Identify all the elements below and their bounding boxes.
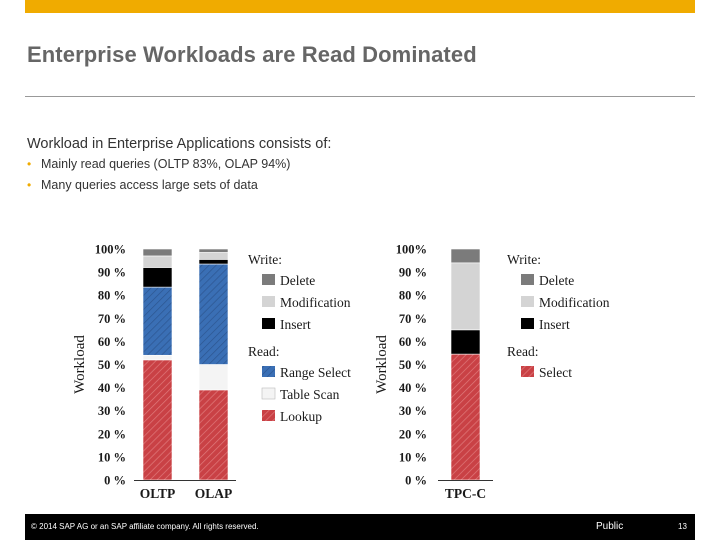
legend-label: Lookup [280,409,322,424]
bar-segment-lookup [198,389,229,481]
y-tick-label: 100% [396,243,427,257]
x-category-label: TPC-C [445,486,486,501]
bullet-item: • Mainly read queries (OLTP 83%, OLAP 94%… [27,155,290,176]
page-number: 13 [678,522,687,531]
legend-heading: Read: [507,344,539,359]
legend-label: Delete [280,273,315,288]
bar-segment-modification [142,255,173,268]
y-tick-label: 0 % [405,474,427,488]
y-tick-label: 100% [95,243,126,257]
y-tick-label: 10 % [98,450,126,464]
y-tick-label: 50 % [98,358,126,372]
bar-segment-modification [450,262,481,331]
bar-segment-range-select [198,263,229,365]
y-tick-label: 20 % [98,427,126,441]
bar-segment-range-select [142,286,173,356]
bullet-text: Many queries access large sets of data [41,178,258,192]
y-tick-label: 30 % [98,404,126,418]
bar-segment-lookup [142,359,173,481]
title-divider [25,96,695,97]
legend-swatch-lookup [262,410,275,421]
legend-heading: Write: [248,252,282,267]
y-tick-label: 90 % [98,266,126,280]
bar-segment-insert [198,259,229,265]
y-tick-label: 60 % [98,335,126,349]
legend-label: Modification [539,295,610,310]
y-tick-label: 40 % [98,381,126,395]
legend-label: Insert [280,317,311,332]
classification-label: Public [596,521,624,532]
y-axis-label: Workload [72,335,88,394]
bar-segment-delete [198,248,229,253]
legend-heading: Write: [507,252,541,267]
legend-swatch-modification [262,296,275,307]
legend-label: Modification [280,295,351,310]
legend-label: Select [539,365,572,380]
y-tick-label: 30 % [399,404,427,418]
y-tick-label: 10 % [399,450,427,464]
brand-bar [25,0,695,13]
bullet-list: • Mainly read queries (OLTP 83%, OLAP 94%… [27,155,290,197]
y-tick-label: 80 % [399,289,427,303]
copyright-text: © 2014 SAP AG or an SAP affiliate compan… [31,522,259,531]
bullet-text: Mainly read queries (OLTP 83%, OLAP 94%) [41,157,291,171]
bar-segment-insert [450,329,481,355]
legend-swatch-select [521,366,534,377]
bullet-item: • Many queries access large sets of data [27,176,290,197]
y-tick-label: 0 % [104,474,126,488]
legend-label: Delete [539,273,574,288]
bar-segment-delete [450,248,481,264]
y-tick-label: 40 % [399,381,427,395]
bar-segment-delete [142,248,173,257]
y-axis-label: Workload [374,335,390,394]
bullet-icon: • [27,157,32,171]
footer-bar: © 2014 SAP AG or an SAP affiliate compan… [25,514,695,540]
y-tick-label: 20 % [399,427,427,441]
y-tick-label: 60 % [399,335,427,349]
legend-label: Range Select [280,365,351,380]
bar-segment-table-scan [142,354,173,361]
bar-segment-table-scan [198,364,229,391]
x-category-label: OLAP [195,486,233,501]
intro-text: Workload in Enterprise Applications cons… [27,136,332,152]
legend-swatch-modification [521,296,534,307]
bar-segment-modification [198,252,229,260]
legend-swatch-insert [262,318,275,329]
bar-segment-select [450,353,481,481]
y-tick-label: 70 % [98,312,126,326]
legend-swatch-delete [521,274,534,285]
x-category-label: OLTP [140,486,176,501]
bullet-icon: • [27,178,32,192]
legend-heading: Read: [248,344,280,359]
bar-segment-insert [142,267,173,288]
y-tick-label: 70 % [399,312,427,326]
slide-title: Enterprise Workloads are Read Dominated [27,42,477,67]
legend-label: Insert [539,317,570,332]
y-tick-label: 90 % [399,266,427,280]
legend-swatch-insert [521,318,534,329]
legend-swatch-table-scan [261,387,276,400]
legend-swatch-delete [262,274,275,285]
legend-swatch-range-select [262,366,275,377]
y-tick-label: 50 % [399,358,427,372]
y-tick-label: 80 % [98,289,126,303]
legend-label: Table Scan [280,387,340,402]
